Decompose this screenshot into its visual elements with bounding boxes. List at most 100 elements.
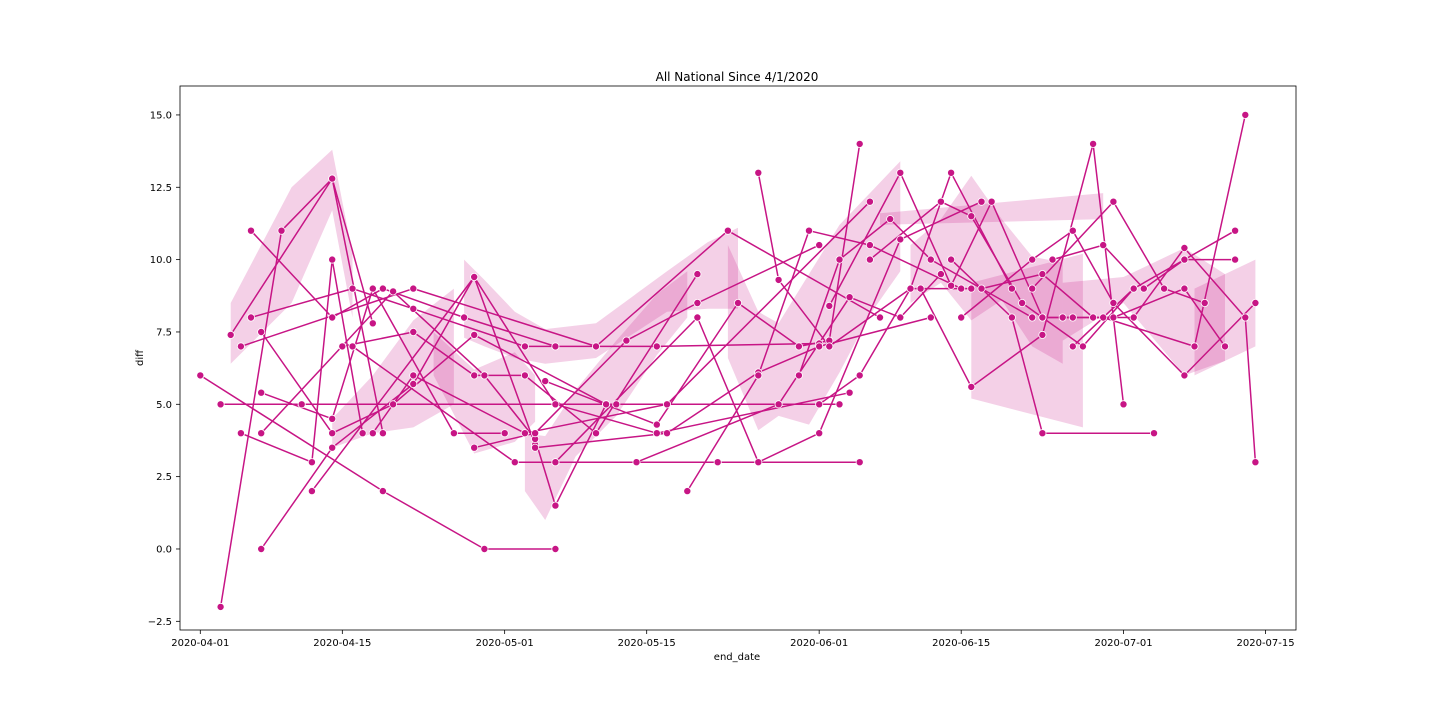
data-point [835,400,844,409]
data-point [1089,313,1098,322]
y-tick-label: 5.0 [156,400,172,411]
data-point [409,284,418,293]
data-point [531,443,540,452]
data-point [774,400,783,409]
data-point [246,313,255,322]
data-point [470,371,479,380]
data-point [896,235,905,244]
x-tick-label: 2020-07-01 [1094,638,1152,649]
data-point [307,487,316,496]
data-point [977,284,986,293]
x-tick-label: 2020-05-15 [618,638,676,649]
data-point [855,139,864,148]
data-point [1028,284,1037,293]
data-point [1007,284,1016,293]
data-point [480,371,489,380]
data-point [592,429,601,438]
data-point [947,168,956,177]
data-point [480,545,489,554]
data-point [683,487,692,496]
data-point [896,168,905,177]
data-point [409,304,418,313]
data-point [277,226,286,235]
data-point [1028,255,1037,264]
data-point [551,342,560,351]
data-point [815,400,824,409]
series-markers [196,110,1260,611]
data-point [1038,313,1047,322]
data-point [1078,342,1087,351]
data-point [896,313,905,322]
y-tick-label: 15.0 [150,110,172,121]
y-tick-label: −2.5 [148,617,172,628]
data-point [1109,298,1118,307]
x-tick-label: 2020-07-15 [1237,638,1295,649]
data-point [520,371,529,380]
data-point [358,429,367,438]
data-point [246,226,255,235]
series-line-33 [1031,200,1205,304]
data-point [1231,226,1240,235]
data-point [1241,313,1250,322]
y-axis-label: diff [135,349,146,366]
data-point [328,313,337,322]
data-point [1251,298,1260,307]
data-point [328,429,337,438]
data-point [612,400,621,409]
data-point [957,313,966,322]
data-point [1241,110,1250,119]
data-point [916,284,925,293]
data-point [1190,342,1199,351]
series-line-4 [240,258,364,463]
data-point [1068,226,1077,235]
series-line-20 [554,201,982,463]
data-point [196,371,205,380]
data-point [794,371,803,380]
data-point [967,212,976,221]
data-point [815,241,824,250]
data-point [693,313,702,322]
data-point [592,342,601,351]
series-line-35 [1062,287,1226,347]
data-point [307,458,316,467]
data-point [987,197,996,206]
data-point [257,388,266,397]
data-point [348,284,357,293]
data-point [1221,342,1230,351]
data-point [1028,313,1037,322]
data-point [1068,342,1077,351]
data-point [693,298,702,307]
data-point [368,319,377,328]
data-point [1180,371,1189,380]
data-point [328,443,337,452]
data-point [348,342,357,351]
data-point [216,602,225,611]
data-point [257,429,266,438]
data-point [551,545,560,554]
confidence-band-8 [971,253,1083,428]
x-tick-label: 2020-06-15 [932,638,990,649]
data-point [632,458,641,467]
data-point [236,429,245,438]
data-point [378,284,387,293]
data-point [876,313,885,322]
data-point [378,487,387,496]
data-point [825,342,834,351]
data-point [835,255,844,264]
data-point [1200,298,1209,307]
data-point [906,284,915,293]
data-point [663,400,672,409]
y-tick-label: 0.0 [156,544,172,555]
data-point [855,371,864,380]
data-point [236,342,245,351]
data-point [652,342,661,351]
data-point [652,420,661,429]
data-point [1109,197,1118,206]
x-axis-label: end_date [714,652,760,663]
data-point [947,281,956,290]
data-point [531,429,540,438]
data-point [865,255,874,264]
data-point [328,255,337,264]
data-point [774,275,783,284]
